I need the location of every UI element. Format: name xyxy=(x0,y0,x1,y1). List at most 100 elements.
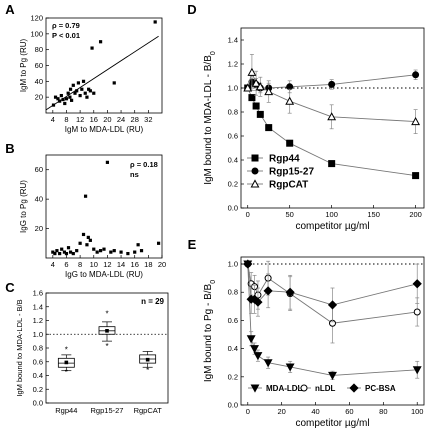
x-axis-label: competitor µg/ml xyxy=(295,418,369,429)
y-tick-label: 0.8 xyxy=(228,288,238,297)
y-tick-label: 1.4 xyxy=(228,36,238,45)
data-point xyxy=(263,286,273,296)
data-point xyxy=(64,251,69,256)
x-tick-label: 28 xyxy=(131,115,139,124)
data-point xyxy=(119,250,123,254)
data-point xyxy=(78,241,82,245)
panel-A: 20 40 60 80 100 120 4 8 12 16 20 24 28 32 ρ = 0.79P < … xyxy=(5,2,163,134)
data-point xyxy=(412,366,422,375)
data-point xyxy=(66,246,71,250)
plot-frame xyxy=(240,256,425,406)
data-point xyxy=(88,238,92,242)
data-point xyxy=(56,97,60,101)
data-point xyxy=(105,160,110,164)
x-tick-label: 4 xyxy=(51,115,55,124)
y-tick-label: 1.2 xyxy=(33,316,43,325)
x-tick-label: 20 xyxy=(158,260,166,269)
data-point xyxy=(139,249,144,253)
data-point xyxy=(412,279,422,289)
x-tick-label: 20 xyxy=(277,407,285,416)
panel-C: 0.0 0.2 0.4 0.6 0.8 1.0 1.2 1.4 1.6 * * Rgp44 * * Rgp1… xyxy=(5,280,169,415)
y-axis-label: IgM to Pg (RU) xyxy=(19,38,28,92)
ns-annotation: ns xyxy=(130,170,139,179)
data-point xyxy=(80,87,84,91)
x-axis-label: competitor µg/ml xyxy=(295,221,369,232)
data-point xyxy=(109,250,113,254)
data-point xyxy=(60,247,64,251)
data-point xyxy=(413,308,421,316)
panel-letter: E xyxy=(188,237,197,252)
data-point xyxy=(92,91,96,95)
y-tick-label: 0.0 xyxy=(33,399,43,408)
y-tick-label: 0.2 xyxy=(33,385,43,394)
outlier-marker: * xyxy=(65,345,68,354)
data-point xyxy=(285,363,295,372)
outlier-marker: * xyxy=(65,368,68,377)
y-tick-label: 1.4 xyxy=(33,302,43,311)
x-tick-label: 16 xyxy=(90,115,98,124)
y-tick-label: 0.0 xyxy=(228,401,238,410)
data-point xyxy=(243,259,253,269)
data-point xyxy=(90,46,94,50)
legend-label: Rgp15-27 xyxy=(269,167,314,178)
y-tick-label: 0.4 xyxy=(228,344,238,353)
data-point xyxy=(98,249,103,253)
x-tick-label: 10 xyxy=(90,260,98,269)
legend-marker xyxy=(251,154,259,162)
x-tick-label: 4 xyxy=(51,260,55,269)
data-point xyxy=(328,160,336,168)
data-point xyxy=(86,235,90,239)
outlier-marker: * xyxy=(105,342,108,351)
y-tick-label: 20 xyxy=(35,224,43,233)
data-point xyxy=(248,94,256,102)
data-point xyxy=(255,82,265,91)
panel-letter: A xyxy=(5,2,15,17)
data-point xyxy=(68,250,73,254)
panel-D: 0.0 0.2 0.4 0.6 0.8 1.0 1.2 1.4 0 50 100 150 200 Rgp4… xyxy=(187,2,425,232)
data-point xyxy=(256,110,264,118)
y-axis-label: IgM bound to MDA-LDL - B/B0 xyxy=(203,51,217,185)
legend-label: RgpCAT xyxy=(269,180,308,191)
data-point xyxy=(58,251,62,256)
y-tick-label: 20 xyxy=(35,93,43,102)
data-point xyxy=(75,89,79,93)
data-point xyxy=(247,67,257,76)
data-point xyxy=(83,91,87,95)
data-point xyxy=(133,250,137,254)
data-point xyxy=(63,101,67,106)
data-point xyxy=(58,99,62,103)
n-annotation: n = 29 xyxy=(141,297,164,306)
data-point xyxy=(112,249,116,253)
data-point xyxy=(59,93,63,98)
y-tick-label: 120 xyxy=(30,14,43,23)
x-tick-label: 80 xyxy=(379,407,387,416)
data-point xyxy=(62,250,67,254)
y-tick-label: 0.2 xyxy=(228,180,238,189)
panel-letter: C xyxy=(5,280,15,295)
outlier-marker: * xyxy=(105,310,108,319)
legend-marker xyxy=(349,383,359,393)
x-tick-label: 0 xyxy=(246,407,250,416)
x-tick-label: 6 xyxy=(64,260,68,269)
panel-letter: B xyxy=(5,141,14,156)
data-point xyxy=(126,251,130,256)
data-point xyxy=(66,91,70,95)
x-tick-label: 8 xyxy=(78,260,82,269)
y-tick-label: 100 xyxy=(30,29,43,38)
data-point xyxy=(264,86,274,96)
data-point xyxy=(156,241,161,245)
x-tick-label: 60 xyxy=(345,407,353,416)
legend-marker xyxy=(250,179,260,188)
data-point xyxy=(76,81,81,85)
x-tick-label: 200 xyxy=(409,210,422,219)
x-tick-label: 18 xyxy=(144,260,152,269)
y-tick-label: 1.0 xyxy=(33,330,43,339)
data-point xyxy=(411,116,421,126)
data-point xyxy=(85,95,89,99)
x-tick-label: 16 xyxy=(131,260,139,269)
data-point xyxy=(285,96,295,105)
x-tick-label: 24 xyxy=(117,115,125,124)
data-point xyxy=(327,300,338,310)
data-point xyxy=(87,87,91,91)
